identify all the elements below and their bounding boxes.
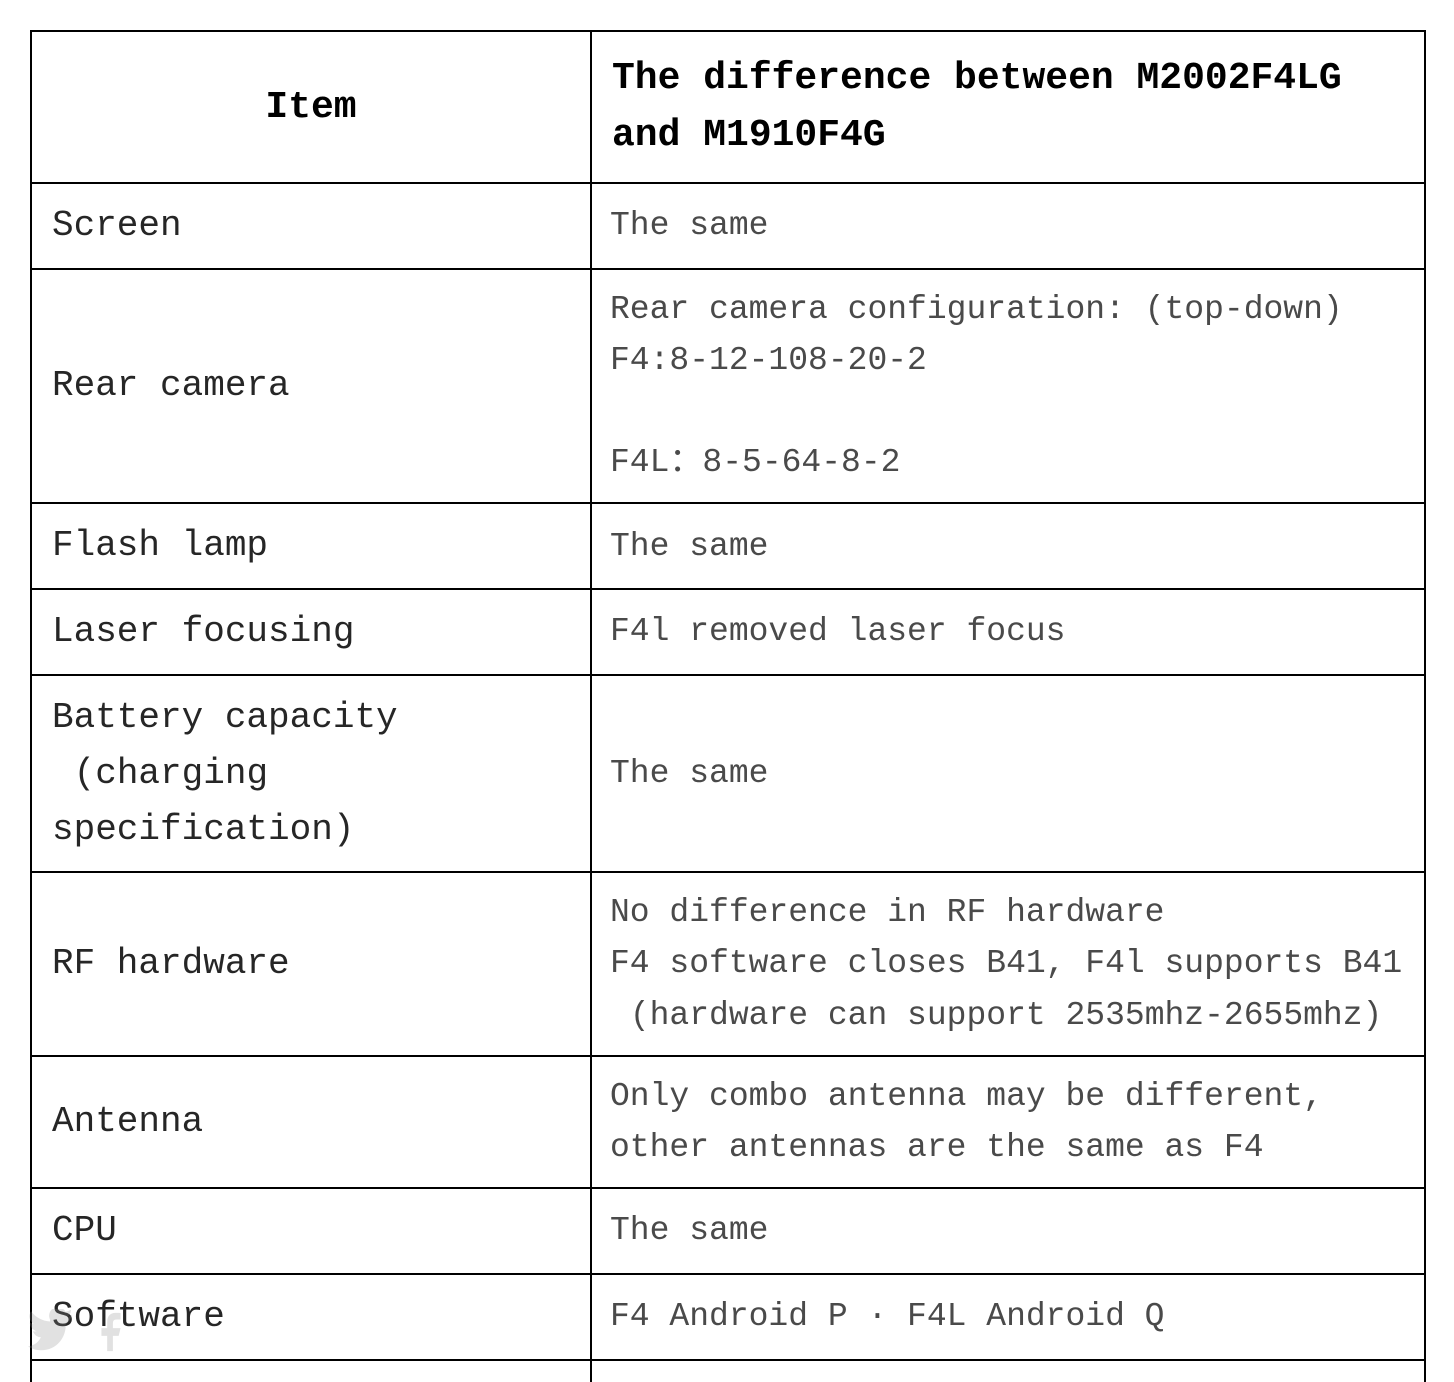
item-cell: Antenna [31, 1056, 591, 1188]
table-row: Battery capacity (charging specification… [31, 675, 1425, 872]
table-row: Software F4 Android P · F4L Android Q [31, 1274, 1425, 1360]
comparison-table: Item The difference between M2002F4LG an… [30, 30, 1426, 1382]
table-row: Charger / USB cable The charger is the s… [31, 1360, 1425, 1382]
diff-cell: Only combo antenna may be different, oth… [591, 1056, 1425, 1188]
table-row: Rear camera Rear camera configuration: (… [31, 269, 1425, 504]
column-header-item: Item [31, 31, 591, 183]
diff-cell: The same [591, 1188, 1425, 1274]
diff-cell: The same [591, 675, 1425, 872]
diff-cell: The same [591, 183, 1425, 269]
item-cell: CPU [31, 1188, 591, 1274]
table-header-row: Item The difference between M2002F4LG an… [31, 31, 1425, 183]
social-icons [28, 1309, 134, 1360]
diff-cell: The charger is the same as F4, the data … [591, 1360, 1425, 1382]
diff-cell: F4 Android P · F4L Android Q [591, 1274, 1425, 1360]
item-cell: RF hardware [31, 872, 591, 1055]
item-cell: Flash lamp [31, 503, 591, 589]
facebook-icon [88, 1309, 134, 1360]
table-row: Antenna Only combo antenna may be differ… [31, 1056, 1425, 1188]
diff-cell: No difference in RF hardware F4 software… [591, 872, 1425, 1055]
item-cell: Rear camera [31, 269, 591, 504]
item-cell: Screen [31, 183, 591, 269]
table-row: RF hardware No difference in RF hardware… [31, 872, 1425, 1055]
table-row: Screen The same [31, 183, 1425, 269]
table-row: Flash lamp The same [31, 503, 1425, 589]
diff-cell: Rear camera configuration: (top-down) F4… [591, 269, 1425, 504]
diff-cell: The same [591, 503, 1425, 589]
item-cell: Laser focusing [31, 589, 591, 675]
page: Item The difference between M2002F4LG an… [0, 0, 1454, 1382]
table-row: Laser focusing F4l removed laser focus [31, 589, 1425, 675]
diff-cell: F4l removed laser focus [591, 589, 1425, 675]
column-header-difference: The difference between M2002F4LG and M19… [591, 31, 1425, 183]
item-cell: Battery capacity (charging specification… [31, 675, 591, 872]
twitter-icon [28, 1309, 74, 1360]
item-cell: Charger / USB cable [31, 1360, 591, 1382]
table-row: CPU The same [31, 1188, 1425, 1274]
